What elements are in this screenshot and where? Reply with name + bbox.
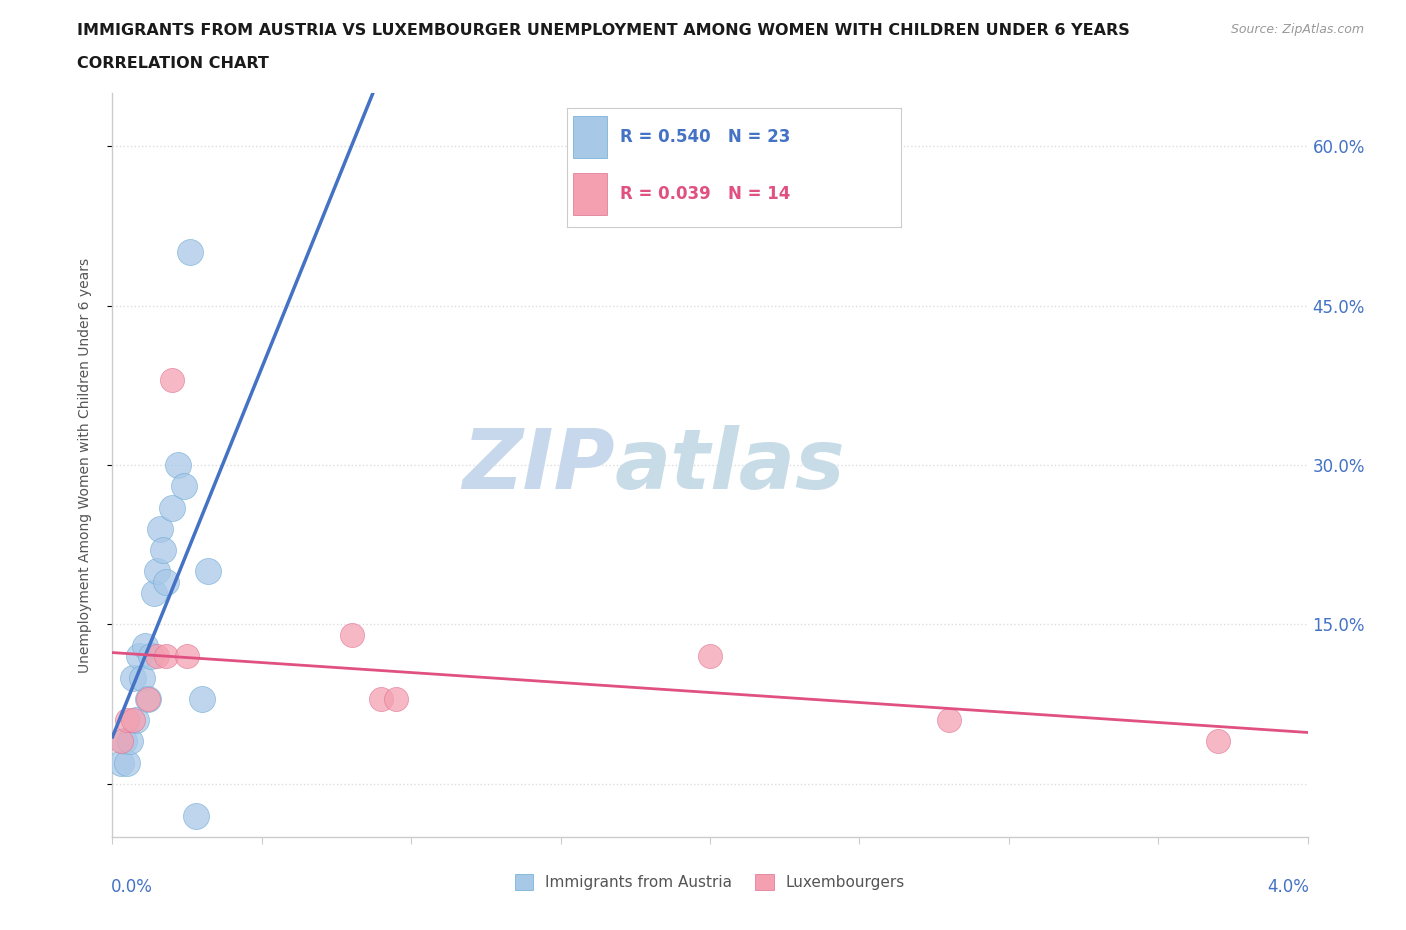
Point [699, 649, 721, 664]
Point [122, 671, 145, 685]
Point [131, 671, 153, 685]
Text: Source: ZipAtlas.com: Source: ZipAtlas.com [1230, 23, 1364, 36]
Point [197, 564, 219, 578]
Point [938, 712, 960, 727]
Point [128, 649, 150, 664]
Point [167, 458, 190, 472]
Point [143, 585, 166, 600]
Point [146, 649, 169, 664]
Point [173, 479, 195, 494]
Point [1206, 734, 1229, 749]
Point [155, 575, 177, 590]
Point [149, 522, 172, 537]
Point [186, 808, 208, 823]
Point [125, 712, 148, 727]
Point [152, 542, 174, 557]
Point [114, 734, 135, 749]
Point [179, 245, 201, 259]
Point [155, 649, 177, 664]
Text: CORRELATION CHART: CORRELATION CHART [77, 56, 269, 71]
Text: IMMIGRANTS FROM AUSTRIA VS LUXEMBOURGER UNEMPLOYMENT AMONG WOMEN WITH CHILDREN U: IMMIGRANTS FROM AUSTRIA VS LUXEMBOURGER … [77, 23, 1130, 38]
Text: ZIP: ZIP [461, 424, 614, 506]
Point [117, 712, 139, 727]
Legend: Immigrants from Austria, Luxembourgers: Immigrants from Austria, Luxembourgers [509, 868, 911, 897]
Text: 4.0%: 4.0% [1267, 878, 1309, 896]
Point [340, 628, 363, 643]
Point [176, 649, 198, 664]
Point [146, 564, 169, 578]
Point [162, 500, 183, 515]
Point [138, 691, 160, 706]
Point [370, 691, 392, 706]
Point [120, 734, 142, 749]
Point [385, 691, 408, 706]
Point [134, 638, 156, 653]
Y-axis label: Unemployment Among Women with Children Under 6 years: Unemployment Among Women with Children U… [77, 258, 91, 672]
Point [141, 649, 163, 664]
Point [110, 734, 132, 749]
Text: atlas: atlas [614, 424, 845, 506]
Point [117, 755, 139, 770]
Point [110, 755, 132, 770]
Point [162, 373, 183, 388]
Point [191, 691, 214, 706]
Text: 0.0%: 0.0% [111, 878, 153, 896]
Point [138, 691, 160, 706]
Point [122, 712, 145, 727]
